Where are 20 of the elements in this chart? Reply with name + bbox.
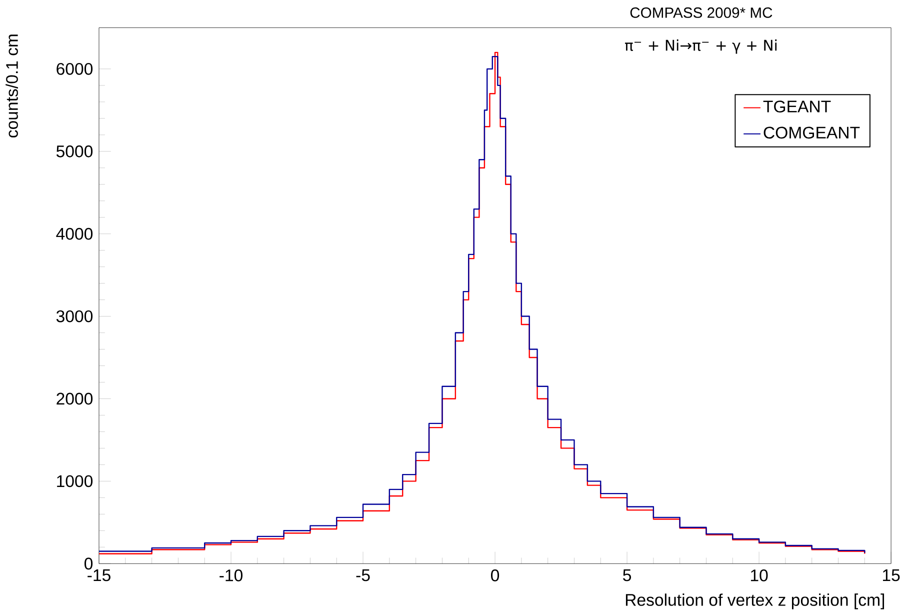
y-tick-label: 6000: [56, 62, 93, 75]
y-tick-label: 0: [84, 558, 93, 570]
x-tick-label: 5: [623, 569, 631, 582]
y-tick-label: 1000: [57, 475, 93, 488]
y-tick-label: 2000: [56, 392, 93, 405]
legend-label: COMGEANT: [764, 126, 860, 139]
y-tick-label: 4000: [56, 228, 93, 240]
x-axis-title: Resolution of vertex z position [cm]: [626, 594, 884, 610]
y-axis-title: counts/0.1 cm: [6, 34, 18, 138]
y-tick-label: 3000: [56, 310, 93, 322]
legend-label: TGEANT: [763, 100, 831, 112]
x-tick-label: 10: [750, 569, 768, 582]
x-tick-label: -5: [356, 569, 370, 582]
y-tick-label: 5000: [56, 145, 93, 158]
x-tick-label: 0: [491, 569, 500, 582]
chart-title: COMPASS 2009* MC: [630, 7, 772, 18]
x-tick-label: -15: [88, 569, 110, 582]
annotation: π$^{−}$ + Ni→π$^{−}$ + γ + Ni: [625, 39, 777, 54]
x-tick-label: -10: [220, 569, 243, 582]
x-tick-label: 15: [882, 569, 900, 582]
